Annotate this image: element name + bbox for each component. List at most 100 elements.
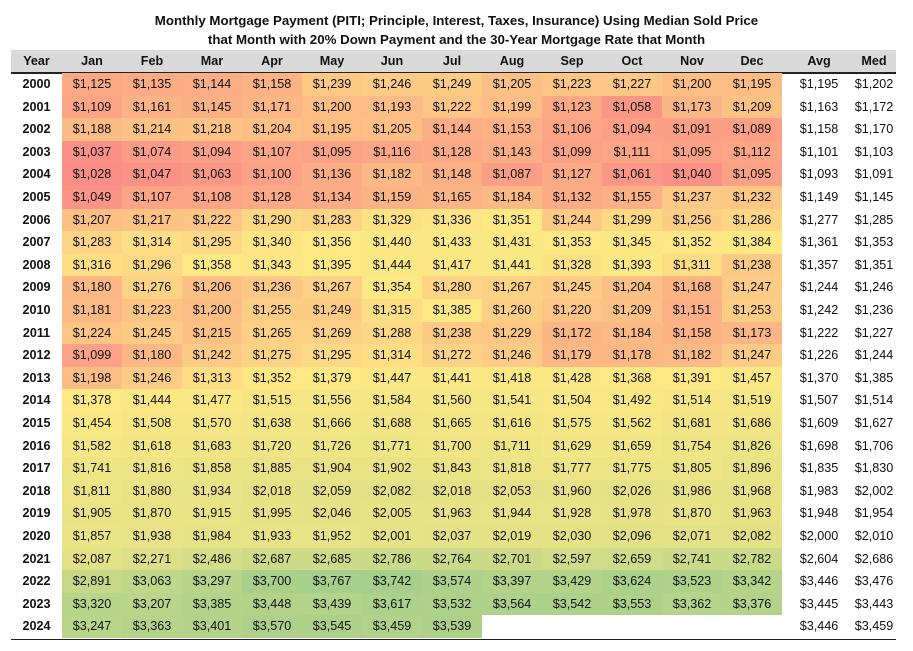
- heatmap-cell-2005-may: $1,134: [302, 186, 362, 209]
- heatmap-cell-2009-jan: $1,180: [62, 276, 122, 299]
- avg-cell-2010: $1,242: [799, 303, 839, 317]
- row-year-label: 2013: [22, 370, 51, 385]
- heatmap-cell-2007-apr: $1,340: [242, 231, 302, 254]
- heatmap-cell-2007-mar: $1,295: [182, 231, 242, 254]
- heatmap-cell-2000-aug: $1,205: [482, 73, 542, 96]
- heatmap-cell-2013-mar: $1,313: [182, 366, 242, 390]
- heatmap-cell-2020-oct: $2,096: [602, 525, 662, 548]
- heatmap-cell-2000-may: $1,239: [302, 73, 362, 96]
- heatmap-cell-2001-may: $1,200: [302, 95, 362, 119]
- med-cell-2003: $1,103: [854, 144, 894, 159]
- chart-title: Monthly Mortgage Payment (PITI; Principl…: [0, 11, 913, 49]
- heatmap-cell-2003-jan: $1,037: [62, 140, 122, 164]
- heatmap-cell-2008-nov: $1,311: [662, 253, 722, 277]
- heatmap-cell-2002-jun: $1,205: [362, 118, 422, 141]
- heatmap-cell-2009-nov: $1,168: [662, 276, 722, 299]
- heatmap-cell-2021-may: $2,685: [302, 547, 362, 571]
- heatmap-cell-2023-feb: $3,207: [122, 592, 182, 616]
- heatmap-cell-2011-nov: $1,158: [662, 321, 722, 345]
- column-header-avg: Avg: [807, 54, 831, 68]
- heatmap-cell-2004-oct: $1,061: [602, 163, 662, 186]
- heatmap-cell-2015-oct: $1,562: [602, 412, 662, 435]
- heatmap-cell-2000-jan: $1,125: [62, 73, 122, 96]
- heatmap-cell-2017-may: $1,904: [302, 457, 362, 480]
- med-cell-2019: $1,954: [854, 506, 894, 521]
- heatmap-cell-2013-oct: $1,368: [602, 366, 662, 390]
- column-header-apr: Apr: [261, 54, 283, 68]
- heatmap-cell-2006-sep: $1,244: [542, 208, 602, 232]
- heatmap-cell-2007-sep: $1,353: [542, 231, 602, 254]
- heatmap-cell-2006-jan: $1,207: [62, 208, 122, 232]
- heatmap-cell-2013-dec: $1,457: [722, 366, 782, 390]
- heatmap-cell-2002-oct: $1,094: [602, 118, 662, 141]
- heatmap-cell-2018-feb: $1,880: [122, 479, 182, 503]
- heatmap-cell-2004-jul: $1,148: [422, 163, 482, 186]
- heatmap-cell-2017-jun: $1,902: [362, 457, 422, 480]
- avg-cell-2011: $1,222: [799, 325, 839, 340]
- heatmap-cell-2018-may: $2,059: [302, 479, 362, 503]
- heatmap-cell-2019-apr: $1,995: [242, 502, 302, 525]
- med-cell-2004: $1,091: [854, 167, 894, 182]
- heatmap-cell-2006-aug: $1,351: [482, 208, 542, 232]
- avg-cell-2004: $1,093: [799, 167, 839, 182]
- heatmap-cell-2023-aug: $3,564: [482, 592, 542, 616]
- heatmap-cell-2004-apr: $1,100: [242, 163, 302, 186]
- heatmap-cell-2014-dec: $1,519: [722, 389, 782, 412]
- heatmap-cell-2008-apr: $1,343: [242, 253, 302, 277]
- heatmap-cell-2006-feb: $1,217: [122, 208, 182, 232]
- heatmap-cell-2009-dec: $1,247: [722, 276, 782, 299]
- avg-cell-2003: $1,101: [799, 144, 839, 159]
- heatmap-cell-2021-feb: $2,271: [122, 547, 182, 571]
- header-row: Year Jan Feb Mar Apr May Jun Jul Aug Sep Oct Nov Dec…: [11, 50, 896, 74]
- heatmap-cell-2013-feb: $1,246: [122, 366, 182, 390]
- heatmap-cell-2014-aug: $1,541: [482, 389, 542, 412]
- heatmap-cell-2012-nov: $1,182: [662, 344, 722, 367]
- med-cell-2006: $1,285: [854, 212, 894, 227]
- chart-title-line-1: Monthly Mortgage Payment (PITI; Principl…: [154, 13, 759, 28]
- column-header-med: Med: [861, 54, 887, 68]
- heatmap-cell-2011-oct: $1,184: [602, 321, 662, 345]
- heatmap-cell-2018-sep: $1,960: [542, 479, 602, 503]
- heatmap-cell-2000-apr: $1,158: [242, 73, 302, 96]
- heatmap-cell-2018-jan: $1,811: [62, 479, 122, 503]
- heatmap-cell-2021-jan: $2,087: [62, 547, 122, 571]
- med-cell-2007: $1,353: [854, 235, 894, 250]
- heatmap-cell-2016-dec: $1,826: [722, 434, 782, 458]
- heatmap-cell-2015-apr: $1,638: [242, 412, 302, 435]
- heatmap-cell-2021-aug: $2,701: [482, 547, 542, 571]
- heatmap-cell-2021-dec: $2,782: [722, 547, 782, 571]
- med-cell-2001: $1,172: [854, 99, 894, 114]
- med-cell-2009: $1,246: [854, 280, 894, 295]
- row-year-label: 2016: [22, 438, 51, 453]
- heatmap-cell-2007-jun: $1,440: [362, 231, 422, 254]
- heatmap-cell-2000-mar: $1,144: [182, 73, 242, 96]
- heatmap-cell-2003-nov: $1,095: [662, 140, 722, 164]
- heatmap-cell-2010-apr: $1,255: [242, 299, 302, 322]
- heatmap-cell-2021-jun: $2,786: [362, 547, 422, 571]
- heatmap-cell-2006-apr: $1,290: [242, 208, 302, 232]
- heatmap-cell-2005-jun: $1,159: [362, 186, 422, 209]
- row-year-label: 2014: [22, 393, 51, 408]
- heatmap-cell-2012-jan: $1,099: [62, 344, 122, 367]
- heatmap-cell-2017-dec: $1,896: [722, 457, 782, 480]
- heatmap-cell-2015-nov: $1,681: [662, 412, 722, 435]
- heatmap-cell-2021-mar: $2,486: [182, 547, 242, 571]
- heatmap-cell-2014-jun: $1,584: [362, 389, 422, 412]
- heatmap-cell-2017-jan: $1,741: [62, 457, 122, 480]
- med-cell-2012: $1,244: [854, 348, 894, 363]
- heatmap-cell-2010-dec: $1,253: [722, 299, 782, 322]
- row-year-label: 2002: [22, 122, 51, 137]
- heatmap-cell-2013-nov: $1,391: [662, 366, 722, 390]
- med-cell-2017: $1,830: [854, 461, 894, 476]
- med-cell-2018: $2,002: [854, 483, 894, 498]
- heatmap-cell-2011-jun: $1,288: [362, 321, 422, 345]
- heatmap-cell-2018-aug: $2,053: [482, 479, 542, 503]
- heatmap-cell-2000-nov: $1,200: [662, 73, 722, 96]
- heatmap-cell-2006-mar: $1,222: [182, 208, 242, 232]
- heatmap-cell-2015-jan: $1,454: [62, 412, 122, 435]
- row-year-label: 2010: [22, 303, 51, 317]
- heatmap-cell-2000-oct: $1,227: [602, 73, 662, 96]
- heatmap-cell-2005-aug: $1,184: [482, 186, 542, 209]
- heatmap-cell-2003-mar: $1,094: [182, 140, 242, 164]
- heatmap-cell-2015-mar: $1,570: [182, 412, 242, 435]
